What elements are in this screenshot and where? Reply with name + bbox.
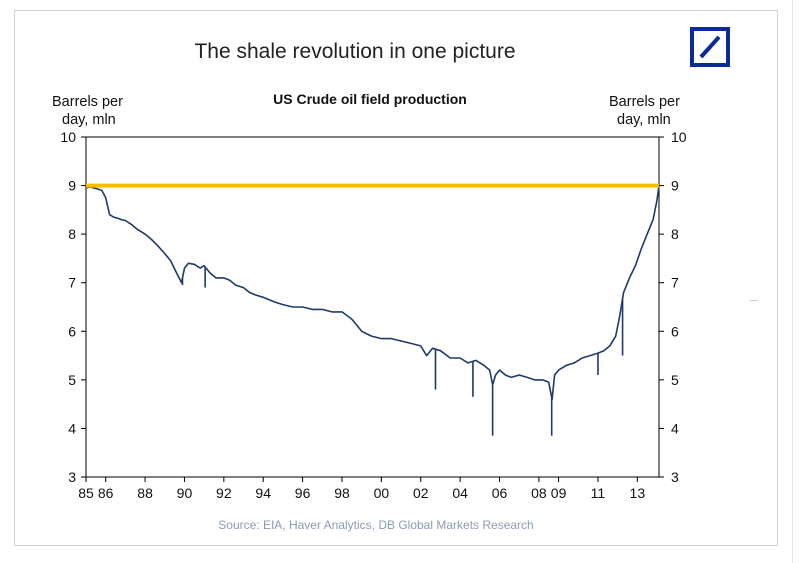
- left-axis-label-line2: day, mln: [62, 112, 116, 128]
- chart-title: The shale revolution in one picture: [194, 40, 515, 63]
- y-tick-label-left: 10: [60, 129, 76, 145]
- x-tick-label: 88: [137, 485, 153, 501]
- y-tick-label-right: 5: [671, 372, 679, 388]
- deutsche-bank-logo: [690, 27, 730, 67]
- left-y-axis: 3 4 5 6 7 8 9 10: [60, 129, 86, 485]
- x-tick-label: 92: [216, 485, 232, 501]
- x-tick-label: 08: [531, 485, 547, 501]
- x-tick-label: 86: [98, 485, 114, 501]
- x-tick-label: 85: [78, 485, 94, 501]
- y-tick-label-right: 8: [671, 226, 679, 242]
- right-y-axis: 3 4 5 6 7 8 9 10: [659, 129, 687, 485]
- y-tick-label-left: 5: [68, 372, 76, 388]
- production-series-line: [85, 185, 660, 401]
- x-tick-label: 11: [591, 485, 606, 501]
- x-tick-label: 13: [630, 485, 646, 501]
- y-tick-label-left: 8: [68, 226, 76, 242]
- right-axis-label-line2: day, mln: [617, 112, 671, 128]
- y-tick-label-left: 9: [68, 178, 76, 194]
- x-axis: 85 86 88 90 92 94 96 98 00 02 04 06 08 09 11 13: [78, 477, 645, 501]
- y-tick-label-left: 3: [68, 469, 76, 485]
- x-tick-label: 09: [551, 485, 567, 501]
- plot-area-border: [85, 136, 660, 478]
- x-tick-label: 06: [492, 485, 508, 501]
- y-tick-label-left: 6: [68, 323, 76, 339]
- x-tick-label: 96: [295, 485, 311, 501]
- x-tick-label: 04: [452, 485, 468, 501]
- decorative-dash: [750, 300, 758, 301]
- x-tick-label: 00: [374, 485, 390, 501]
- y-tick-label-right: 10: [671, 129, 687, 145]
- x-tick-label: 94: [255, 485, 271, 501]
- source-note: Source: EIA, Haver Analytics, DB Global …: [218, 518, 533, 532]
- right-axis-label-line1: Barrels per: [609, 94, 680, 110]
- y-tick-label-right: 7: [671, 275, 679, 291]
- chart-frame: [14, 10, 778, 546]
- y-tick-label-left: 7: [68, 275, 76, 291]
- x-tick-label: 02: [413, 485, 429, 501]
- y-tick-label-right: 4: [671, 420, 679, 436]
- y-tick-label-right: 3: [671, 469, 679, 485]
- y-tick-label-right: 6: [671, 323, 679, 339]
- series-layer: [85, 185, 660, 436]
- left-axis-label-line1: Barrels per: [52, 94, 123, 110]
- window-edge-rule: [792, 0, 793, 563]
- x-tick-label: 98: [334, 485, 350, 501]
- chart-subtitle: US Crude oil field production: [273, 91, 467, 107]
- x-tick-label: 90: [177, 485, 193, 501]
- y-tick-label-right: 9: [671, 178, 679, 194]
- y-tick-label-left: 4: [68, 420, 76, 436]
